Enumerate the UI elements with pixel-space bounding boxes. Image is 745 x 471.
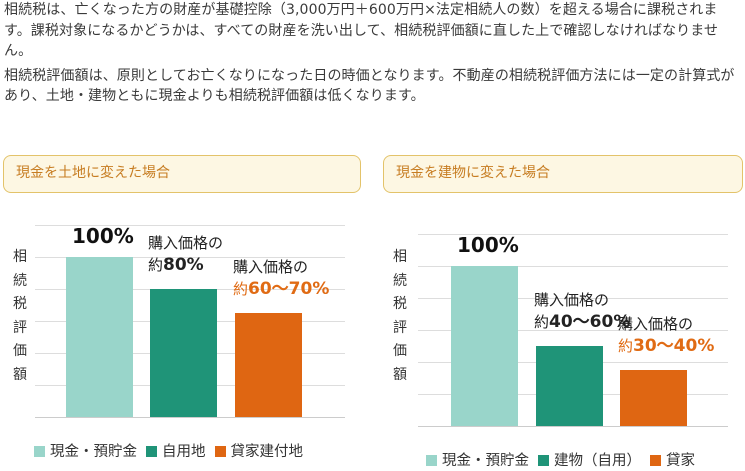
- bar-2: [536, 346, 603, 426]
- y-axis-label: 相続税評価額: [393, 249, 407, 383]
- chart-1-title: 現金を土地に変えた場合: [3, 155, 361, 193]
- legend-label: 自用地: [162, 444, 206, 460]
- legend-swatch: [650, 455, 661, 466]
- chart-1-plot: [35, 225, 345, 418]
- bar-2-label: 購入価格の 約80%: [148, 234, 224, 275]
- legend-item-3: 貸家: [650, 453, 695, 469]
- chart-2-title: 現金を建物に変えた場合: [383, 155, 743, 193]
- legend-item-1: 現金・預貯金: [34, 444, 137, 460]
- bar-2: [150, 289, 217, 417]
- legend-item-1: 現金・預貯金: [426, 453, 529, 469]
- legend-swatch: [34, 446, 45, 457]
- bar-3-label: 購入価格の 約30〜40%: [618, 315, 715, 356]
- chart-2: 相続税評価額 100% 購入価格の 約40〜60% 購入価格の 約30〜40% 現金・預貯金…: [380, 200, 745, 471]
- y-axis-label: 相続税評価額: [13, 249, 27, 383]
- legend-swatch: [426, 455, 437, 466]
- chart-1: 相続税評価額 100% 購入価格の 約80% 購入価格の 約60〜70% 現金・預貯金 自用地…: [0, 200, 362, 471]
- bar-1-label: 100%: [72, 224, 134, 248]
- legend-swatch: [214, 446, 226, 457]
- legend: 現金・預貯金 建物（自用） 貸家: [426, 449, 704, 470]
- intro-paragraph-2: 相続税評価額は、原則としてお亡くなりになった日の時価となります。不動産の相続税評…: [4, 67, 735, 105]
- bar-3: [620, 370, 687, 426]
- legend-swatch: [146, 446, 157, 457]
- legend-label: 建物（自用）: [554, 453, 641, 469]
- bar-3: [235, 313, 302, 417]
- chart-2-plot: [418, 234, 728, 427]
- bar-1: [66, 257, 133, 417]
- bar-1-label: 100%: [457, 233, 519, 257]
- legend-label: 貸家: [666, 453, 695, 469]
- intro-text: 相続税は、亡くなった方の財産が基礎控除（3,000万円＋600万円×法定相続人の…: [4, 0, 744, 111]
- legend-label: 現金・預貯金: [442, 453, 529, 469]
- legend-label: 貸家建付地: [230, 444, 304, 460]
- bar-1: [451, 266, 518, 426]
- intro-paragraph-1: 相続税は、亡くなった方の財産が基礎控除（3,000万円＋600万円×法定相続人の…: [4, 2, 719, 59]
- legend-swatch: [538, 455, 549, 466]
- legend-item-2: 建物（自用）: [538, 453, 641, 469]
- bar-3-label: 購入価格の 約60〜70%: [233, 258, 330, 299]
- legend-item-3: 貸家建付地: [214, 444, 304, 460]
- legend-item-2: 自用地: [146, 444, 206, 460]
- legend-label: 現金・預貯金: [50, 444, 137, 460]
- legend: 現金・預貯金 自用地 貸家建付地: [34, 440, 312, 461]
- bar-2-label: 購入価格の 約40〜60%: [534, 291, 631, 332]
